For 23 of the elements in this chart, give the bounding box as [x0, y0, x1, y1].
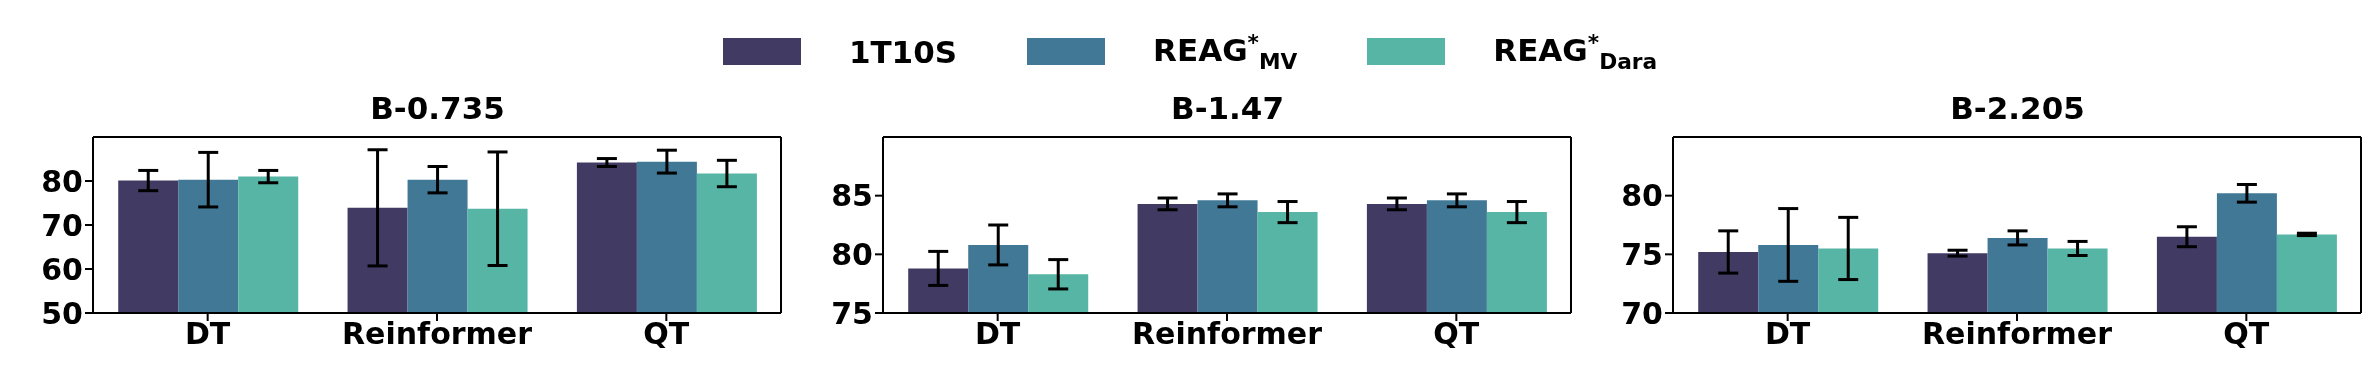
- y-tick-label: 85: [831, 178, 873, 214]
- x-tick-label: QT: [643, 316, 690, 352]
- y-tick-label: 80: [1621, 178, 1663, 214]
- x-tick-label: QT: [1433, 316, 1480, 352]
- y-tick-label: 75: [831, 295, 873, 331]
- x-tick-label: DT: [1764, 316, 1811, 352]
- legend-label: 1T10S: [848, 33, 958, 70]
- chart-title: B-0.735: [369, 89, 506, 128]
- chart-title: B-2.205: [1949, 89, 2086, 128]
- y-tick-label: 70: [1621, 295, 1663, 331]
- x-tick-label: DT: [184, 316, 231, 352]
- chart-title: B-1.47: [1170, 89, 1285, 128]
- x-tick-label: Reinformer: [342, 316, 533, 352]
- y-tick-label: 60: [41, 251, 83, 287]
- y-tick-label: 70: [41, 207, 83, 243]
- y-tick-label: 50: [41, 295, 83, 331]
- x-tick-label: Reinformer: [1132, 316, 1323, 352]
- y-tick-label: 80: [41, 163, 83, 199]
- y-tick-label: 75: [1621, 236, 1663, 272]
- x-tick-label: QT: [2223, 316, 2270, 352]
- y-tick-label: 80: [831, 236, 873, 272]
- x-tick-label: Reinformer: [1922, 316, 2113, 352]
- x-tick-label: DT: [974, 316, 1021, 352]
